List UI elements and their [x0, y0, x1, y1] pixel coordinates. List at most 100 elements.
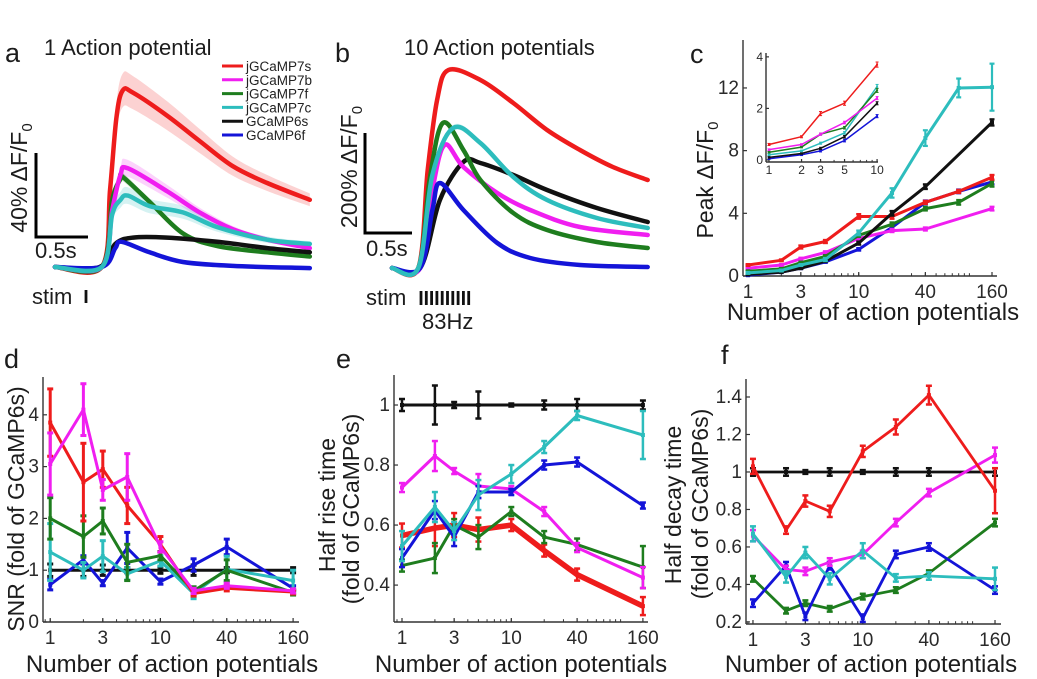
- series-line-GCaMP6f: [400, 460, 644, 559]
- data-point-jGCaMP7c: [779, 268, 784, 273]
- data-point-GCaMP6f: [856, 247, 861, 252]
- x-tick-label: 3: [796, 282, 807, 303]
- data-point-jGCaMP7b: [856, 236, 861, 241]
- data-point-jGCaMP7b: [224, 583, 229, 588]
- data-point-GCaMP6f: [819, 149, 822, 152]
- series-line-jGCaMP7b: [751, 453, 996, 573]
- data-point-GCaMP6s: [803, 469, 808, 474]
- legend-item: GCaMP6f: [222, 128, 306, 143]
- y-tick-label: 3: [28, 457, 39, 478]
- y-axis-label: Peak ΔF/F0: [692, 121, 722, 238]
- x-tick-label: 10: [501, 628, 522, 649]
- data-point-GCaMP6s: [923, 184, 928, 189]
- data-point-jGCaMP7b: [827, 559, 832, 564]
- data-point-GCaMP6f: [100, 581, 105, 586]
- y-axis-label: SNR (fold of GCaMP6s): [3, 386, 29, 631]
- data-point-jGCaMP7s: [800, 135, 803, 138]
- series-GCaMP6f: [767, 114, 879, 160]
- series-line-jGCaMP7s: [48, 421, 294, 595]
- data-point-jGCaMP7b: [779, 263, 784, 268]
- data-point-jGCaMP7f: [224, 568, 229, 573]
- y-tick-label: 0: [28, 612, 39, 633]
- legend-label: GCaMP6s: [246, 114, 309, 129]
- data-point-jGCaMP7c: [827, 576, 832, 581]
- x-tick-label: 10: [870, 163, 884, 177]
- data-point-GCaMP6f: [575, 460, 580, 465]
- panel-a: a 1 Action potential 40% ΔF/F0 0.5s stim…: [5, 35, 313, 309]
- y-tick-label: 8: [728, 141, 739, 162]
- data-point-jGCaMP7c: [784, 574, 789, 579]
- data-point-GCaMP6s: [819, 147, 822, 150]
- y-tick-label: 0.6: [364, 515, 390, 536]
- data-point-GCaMP6f: [876, 115, 879, 118]
- scale-bar-y-subscript: 0: [19, 123, 36, 131]
- data-point-jGCaMP7c: [956, 85, 961, 90]
- data-point-jGCaMP7c: [81, 568, 86, 573]
- y-tick-label: 1: [28, 560, 39, 581]
- data-point-jGCaMP7c: [476, 493, 481, 498]
- panel-f: f 1 3 10 40 160 0.2 0.4 0.6 0.8 1 1.2 1.4 Half deca…: [660, 340, 1017, 678]
- data-point-jGCaMP7s: [798, 245, 803, 250]
- panel-letter-c: c: [690, 39, 704, 69]
- data-point-GCaMP6f: [860, 616, 865, 621]
- legend-item: GCaMP6s: [222, 114, 309, 129]
- legend-label: jGCaMP7f: [245, 87, 309, 102]
- data-point-jGCaMP7s: [893, 424, 898, 429]
- sem-band-jGCaMP7s: [55, 71, 310, 274]
- data-point-jGCaMP7s: [48, 420, 53, 425]
- data-point-jGCaMP7b: [843, 121, 846, 124]
- panel-title: 10 Action potentials: [404, 35, 595, 60]
- x-tick-label: 3: [449, 628, 460, 649]
- data-point-jGCaMP7c: [509, 472, 514, 477]
- data-point-GCaMP6s: [827, 469, 832, 474]
- data-point-jGCaMP7b: [48, 462, 53, 467]
- data-point-GCaMP6f: [803, 614, 808, 619]
- data-point-jGCaMP7c: [399, 544, 404, 549]
- x-axis-label: Number of action potentials: [375, 651, 667, 678]
- series-line-jGCaMP7s: [751, 393, 997, 532]
- data-point-jGCaMP7c: [640, 433, 645, 438]
- x-tick-label: 40: [567, 628, 588, 649]
- series-line-jGCaMP7b: [48, 408, 294, 593]
- panel-letter-e: e: [336, 344, 351, 374]
- series-line-jGCaMP7f: [401, 510, 644, 569]
- data-point-jGCaMP7f: [827, 606, 832, 611]
- data-point-jGCaMP7c: [893, 575, 898, 580]
- data-point-jGCaMP7f: [798, 260, 803, 265]
- y-tick-label: 1.2: [716, 424, 742, 445]
- series-jGCaMP7c: [745, 62, 995, 275]
- series-jGCaMP7c: [767, 83, 879, 157]
- data-point-jGCaMP7b: [432, 454, 437, 459]
- data-point-jGCaMP7c: [856, 230, 861, 235]
- series-line-GCaMP6s: [747, 121, 994, 276]
- data-point-jGCaMP7c: [860, 548, 865, 553]
- series-GCaMP6s: [398, 384, 646, 426]
- data-point-jGCaMP7f: [860, 594, 865, 599]
- series-line-jGCaMP7c: [747, 85, 993, 275]
- y-tick-label: 2: [756, 101, 763, 115]
- data-point-GCaMP6s: [893, 469, 898, 474]
- data-point-jGCaMP7s: [81, 480, 86, 485]
- data-point-jGCaMP7s: [856, 214, 861, 219]
- data-point-jGCaMP7s: [923, 200, 928, 205]
- legend-label: jGCaMP7c: [245, 100, 312, 115]
- data-point-GCaMP6f: [509, 490, 514, 495]
- data-point-jGCaMP7s: [926, 393, 931, 398]
- data-point-GCaMP6s: [476, 403, 481, 408]
- data-point-jGCaMP7b: [876, 97, 879, 100]
- data-point-jGCaMP7b: [768, 148, 771, 151]
- data-point-jGCaMP7b: [125, 474, 130, 479]
- data-point-GCaMP6f: [224, 544, 229, 549]
- data-point-jGCaMP7c: [923, 136, 928, 141]
- legend-item: jGCaMP7b: [222, 73, 312, 88]
- y-tick-label: 0.8: [716, 499, 742, 520]
- data-point-jGCaMP7s: [876, 63, 879, 66]
- data-point-GCaMP6f: [800, 153, 803, 156]
- y-tick-label: 1: [731, 462, 742, 483]
- data-point-jGCaMP7b: [990, 206, 995, 211]
- data-point-jGCaMP7c: [876, 85, 879, 88]
- data-point-jGCaMP7c: [798, 263, 803, 268]
- data-point-jGCaMP7c: [990, 85, 995, 90]
- data-point-jGCaMP7f: [990, 181, 995, 186]
- data-point-GCaMP6f: [191, 563, 196, 568]
